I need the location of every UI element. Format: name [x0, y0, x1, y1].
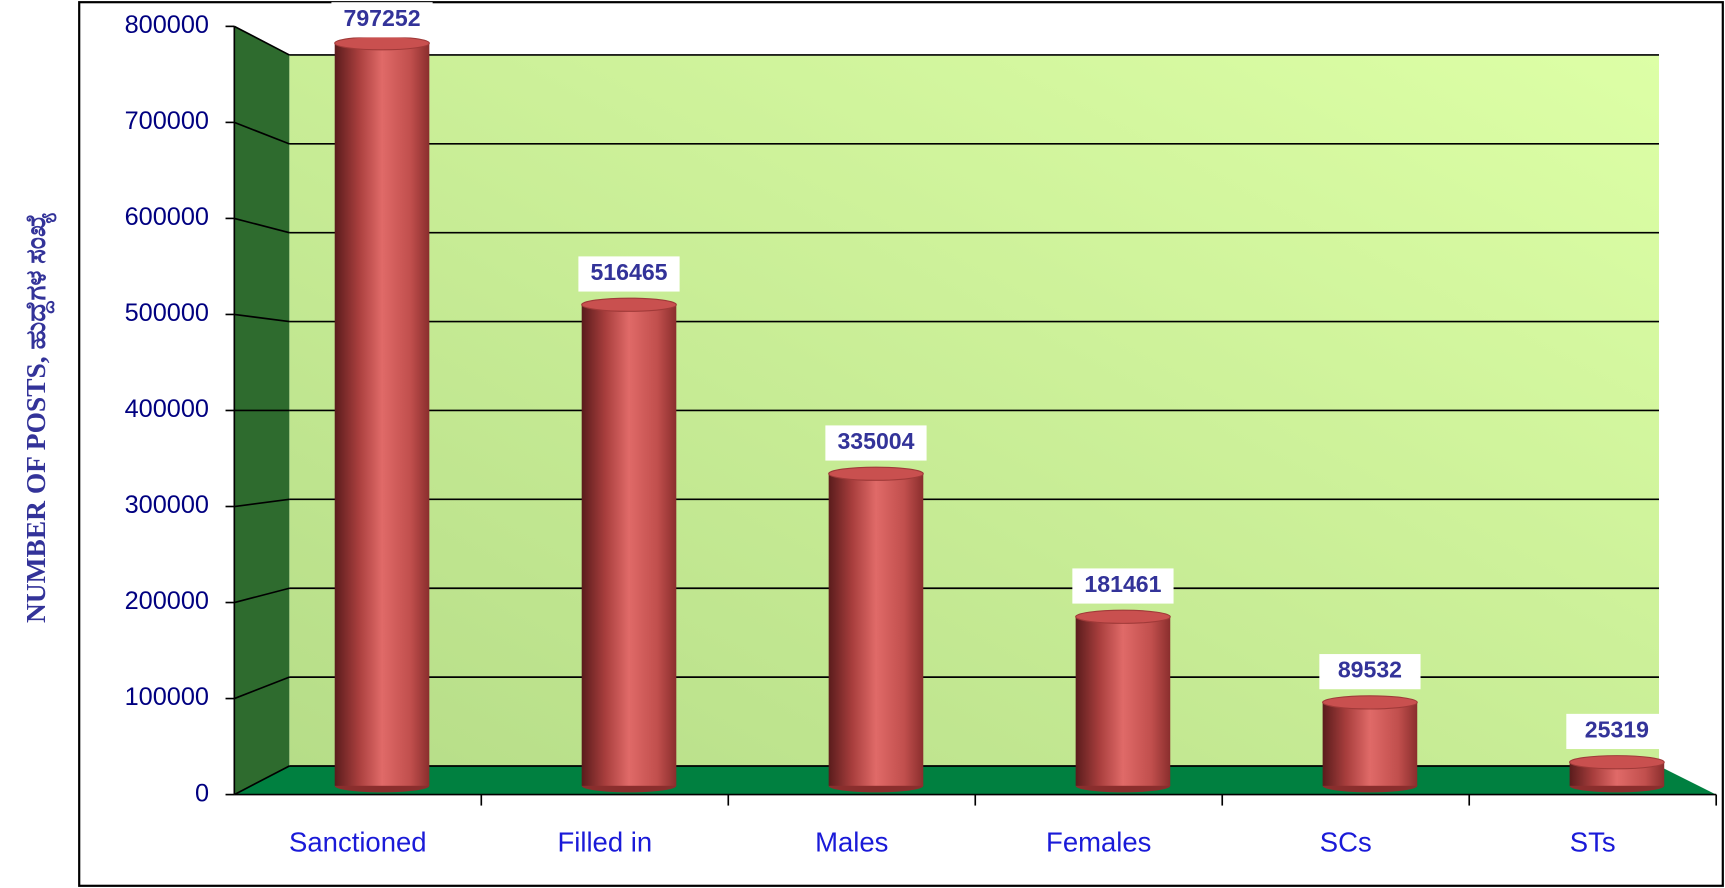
grid-line [234, 676, 290, 700]
value-label-box [1072, 568, 1174, 604]
y-tick-label: 0 [195, 779, 209, 807]
value-label-box [1319, 654, 1421, 690]
y-tick-label: 300000 [125, 491, 209, 519]
value-label: 516465 [590, 259, 667, 285]
x-tick-label: Filled in [557, 826, 652, 857]
y-tick-label: 800000 [125, 11, 209, 39]
x-tick-label: Sanctioned [289, 826, 427, 857]
bar-top [1322, 695, 1418, 710]
value-label: 181461 [1084, 571, 1161, 597]
bar-top [581, 297, 677, 312]
bar-body [828, 473, 924, 786]
x-tick-label: Males [815, 826, 888, 857]
y-tick-label: 500000 [125, 299, 209, 327]
y-tick-label: 700000 [125, 107, 209, 135]
y-tick-label: 100000 [125, 683, 209, 711]
floor [234, 766, 1717, 795]
bar-body [1322, 702, 1418, 786]
y-tick-label: 600000 [125, 203, 209, 231]
bar [828, 466, 924, 793]
bar [1569, 755, 1665, 793]
value-label: 335004 [837, 428, 914, 454]
bar-top [1075, 609, 1171, 624]
value-label-box [825, 425, 927, 461]
bar [581, 297, 677, 793]
y-axis-title: NUMBER OF POSTS, ಹುದ್ದೆಗಳ ಸಂಖ್ಯೆ [21, 212, 56, 623]
bar-top [334, 36, 430, 51]
grid-line [234, 121, 290, 145]
value-label-box [1566, 713, 1668, 750]
bar-top [1569, 755, 1665, 770]
y-tick-label: 400000 [125, 395, 209, 423]
bar [1322, 695, 1418, 793]
value-label-box [578, 256, 680, 292]
value-label: 89532 [1338, 657, 1402, 683]
value-label: 797252 [343, 5, 420, 31]
grid-line [233, 25, 290, 56]
bar-body [1075, 616, 1171, 786]
grid-line [234, 587, 290, 604]
bar-body [334, 43, 430, 786]
bar-body [581, 304, 677, 786]
value-label: 25319 [1585, 717, 1649, 743]
bar [1075, 609, 1171, 793]
grid-line [234, 217, 290, 234]
y-tick-label: 200000 [125, 587, 209, 615]
x-tick-label: Females [1046, 826, 1151, 857]
bar-top [828, 466, 924, 481]
grid-line [234, 313, 290, 323]
grid-line [233, 765, 290, 796]
bar [334, 36, 430, 793]
x-tick-label: SCs [1320, 826, 1372, 857]
x-tick-label: STs [1570, 826, 1616, 857]
grid-line [234, 498, 290, 508]
value-label-box [331, 2, 433, 38]
